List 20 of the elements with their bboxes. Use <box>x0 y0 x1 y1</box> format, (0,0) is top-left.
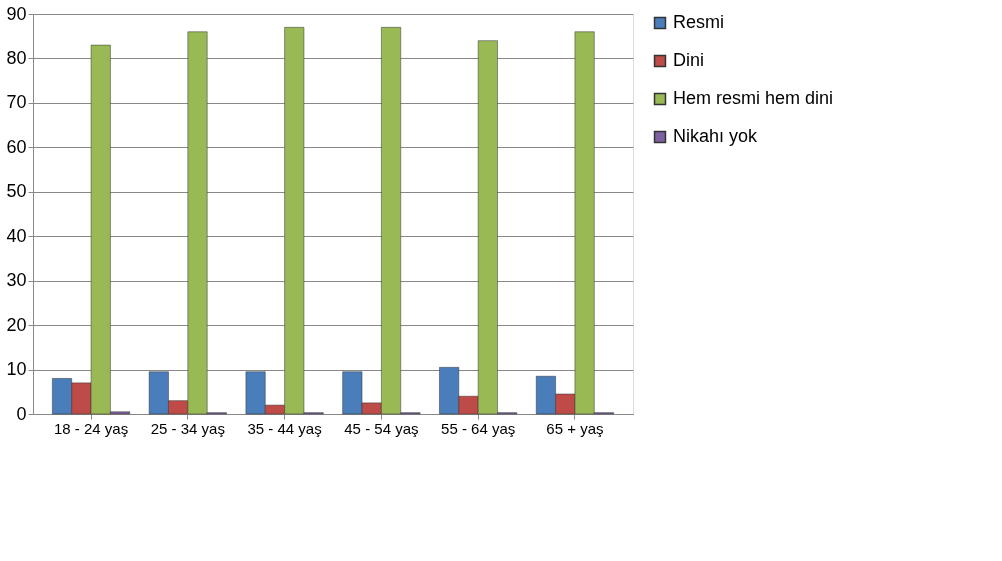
legend-label: Resmi <box>673 12 725 32</box>
y-tick-label: 40 <box>6 225 27 246</box>
y-tick-label: 70 <box>6 92 27 113</box>
x-tick-label: 25 - 34 yaş <box>150 419 225 437</box>
y-tick-label: 20 <box>6 314 27 335</box>
y-tick-label: 50 <box>6 181 27 202</box>
legend-label: Hem resmi hem dini <box>673 88 834 108</box>
x-tick-label: 65 + yaş <box>546 419 604 437</box>
legend-label: Nikahı yok <box>673 126 759 146</box>
x-tick-label: 35 - 44 yaş <box>247 419 322 437</box>
y-tick-label: 10 <box>6 359 27 380</box>
y-tick-label: 90 <box>6 3 27 24</box>
x-tick-label: 18 - 24 yaş <box>53 419 129 437</box>
x-tick-label: 55 - 64 yaş <box>441 419 516 437</box>
legend-label: Dini <box>673 50 705 70</box>
y-tick-label: 80 <box>6 47 27 68</box>
y-tick-label: 0 <box>16 403 27 424</box>
y-tick-label: 60 <box>6 136 27 157</box>
y-tick-label: 30 <box>6 270 27 291</box>
x-tick-label: 45 - 54 yaş <box>344 419 419 437</box>
